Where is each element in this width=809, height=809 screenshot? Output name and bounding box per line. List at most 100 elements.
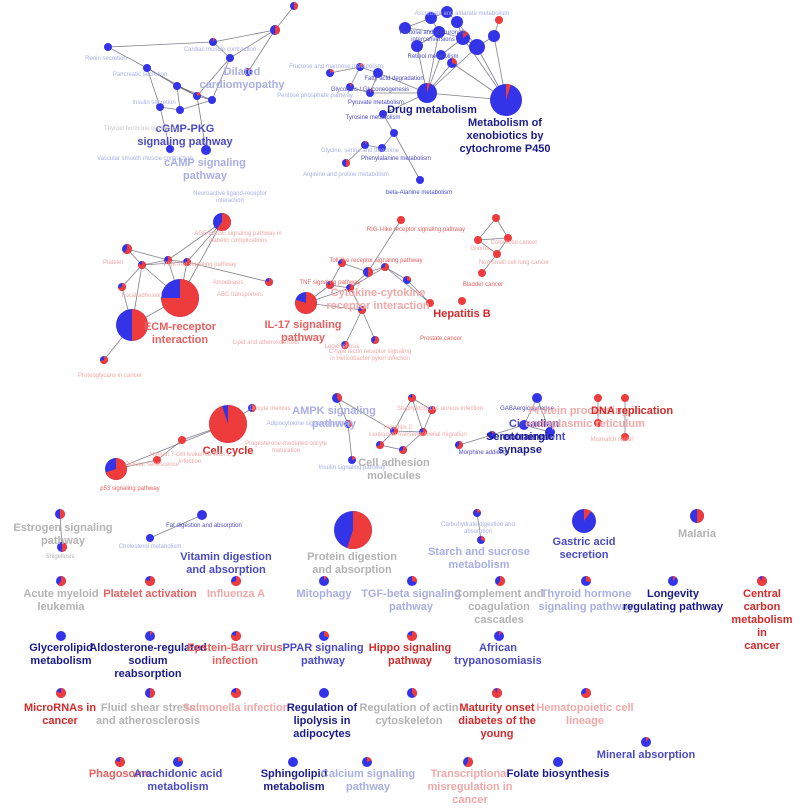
pathway-node-adh_e[interactable] xyxy=(376,441,385,449)
pathway-node-vasc_node[interactable] xyxy=(166,145,174,153)
pathway-node-adh_a[interactable] xyxy=(390,427,399,435)
pathway-node-pentose[interactable] xyxy=(326,69,334,77)
pathway-node-dil_right[interactable] xyxy=(244,68,252,76)
pathway-node-cyto_n3[interactable] xyxy=(363,267,373,277)
pathway-node-sero_n[interactable] xyxy=(488,431,496,439)
pathway-node-l2[interactable] xyxy=(145,576,155,587)
pathway-node-hep_b[interactable] xyxy=(426,299,434,307)
pathway-node-beta_ala[interactable] xyxy=(416,176,424,184)
pathway-node-l9[interactable] xyxy=(757,576,767,586)
pathway-node-vd_a[interactable] xyxy=(197,510,207,520)
pathway-node-cc_n2[interactable] xyxy=(153,456,161,464)
pathway-node-adh_b[interactable] xyxy=(408,394,417,402)
pathway-node-n3[interactable] xyxy=(230,688,241,699)
pathway-node-can_d[interactable] xyxy=(493,250,501,258)
pathway-node-adh_f[interactable] xyxy=(428,405,437,414)
pathway-node-cyto_n5[interactable] xyxy=(403,276,411,284)
pathway-node-cyto_n1[interactable] xyxy=(326,281,335,289)
pathway-node-pep_n[interactable] xyxy=(545,427,555,437)
pathway-node-o1[interactable] xyxy=(114,757,125,768)
pathway-node-camp_node[interactable] xyxy=(201,145,211,155)
pathway-node-cgmp_e[interactable] xyxy=(156,103,164,111)
pathway-node-l7[interactable] xyxy=(581,576,591,586)
pathway-node-phenyl_a[interactable] xyxy=(390,129,398,137)
pathway-node-cgmp_a[interactable] xyxy=(173,82,181,90)
pathway-node-drug_c1[interactable] xyxy=(425,12,437,24)
pathway-node-dna_c[interactable] xyxy=(594,419,602,427)
pathway-node-es_2[interactable] xyxy=(57,542,67,552)
pathway-node-n1[interactable] xyxy=(55,688,66,698)
pathway-node-l5[interactable] xyxy=(407,576,418,586)
pathway-node-pyruvate[interactable] xyxy=(366,89,374,97)
pathway-node-drug_c4[interactable] xyxy=(456,31,470,45)
pathway-node-cyto_n9[interactable] xyxy=(371,336,380,344)
pathway-node-malaria[interactable] xyxy=(690,509,704,523)
pathway-node-cyto_n4[interactable] xyxy=(381,263,390,271)
pathway-node-retinol[interactable] xyxy=(447,58,458,68)
pathway-node-m3[interactable] xyxy=(230,631,241,641)
pathway-node-l1[interactable] xyxy=(56,576,66,587)
pathway-node-l3[interactable] xyxy=(231,576,241,586)
pathway-node-cardiac_node[interactable] xyxy=(209,38,217,46)
pathway-node-vd_b[interactable] xyxy=(146,534,154,542)
pathway-node-panc_node[interactable] xyxy=(143,64,151,72)
pathway-node-adh_d[interactable] xyxy=(399,446,408,454)
pathway-node-m6[interactable] xyxy=(494,631,504,641)
pathway-node-can_a[interactable] xyxy=(474,236,482,244)
pathway-node-m2[interactable] xyxy=(145,631,155,641)
pathway-node-l6[interactable] xyxy=(495,576,505,586)
pathway-node-protein[interactable] xyxy=(334,511,373,550)
pathway-node-cyto_n7[interactable] xyxy=(338,259,347,267)
pathway-node-gastric[interactable] xyxy=(572,509,596,533)
pathway-node-ecm_big[interactable] xyxy=(161,279,199,317)
pathway-node-o3[interactable] xyxy=(288,757,298,767)
pathway-node-o4[interactable] xyxy=(362,757,372,767)
pathway-node-glyco[interactable] xyxy=(346,83,354,91)
pathway-node-n2[interactable] xyxy=(145,688,155,698)
pathway-node-can_c[interactable] xyxy=(504,234,512,242)
pathway-node-ecm_n2[interactable] xyxy=(138,261,146,269)
pathway-node-ecm_top[interactable] xyxy=(213,213,231,231)
pathway-node-n8[interactable] xyxy=(641,737,651,747)
pathway-node-cyto_n10[interactable] xyxy=(341,341,350,349)
pathway-node-il17[interactable] xyxy=(295,292,318,315)
pathway-node-ecm_n4[interactable] xyxy=(183,258,191,266)
pathway-node-n7[interactable] xyxy=(581,688,591,698)
pathway-node-drug_main[interactable] xyxy=(417,83,437,103)
pathway-node-cell_cycle[interactable] xyxy=(208,405,247,444)
pathway-node-drug_c2[interactable] xyxy=(451,16,463,28)
pathway-node-insulin_n[interactable] xyxy=(348,456,356,464)
pathway-node-starch_b[interactable] xyxy=(477,536,485,544)
pathway-node-n6[interactable] xyxy=(491,688,502,698)
pathway-node-phenyl_b[interactable] xyxy=(378,144,386,152)
pathway-node-dna_b[interactable] xyxy=(621,394,629,402)
pathway-node-pink_top[interactable] xyxy=(495,16,503,24)
pathway-node-bladder[interactable] xyxy=(478,269,486,277)
pathway-node-top_small[interactable] xyxy=(290,2,298,10)
pathway-node-o6[interactable] xyxy=(553,757,563,767)
pathway-node-adh_c[interactable] xyxy=(419,428,428,437)
pathway-node-cgmp_d[interactable] xyxy=(176,106,184,114)
pathway-node-o5[interactable] xyxy=(463,757,473,768)
pathway-node-drug_c6[interactable] xyxy=(399,22,411,34)
pathway-node-drug_c8[interactable] xyxy=(436,50,446,60)
pathway-node-l8[interactable] xyxy=(668,576,678,586)
pathway-node-dil_mid[interactable] xyxy=(226,54,234,62)
pathway-node-ecm_n3[interactable] xyxy=(164,256,173,264)
pathway-node-sero_2[interactable] xyxy=(455,441,464,449)
pathway-node-renin_node[interactable] xyxy=(104,43,112,51)
pathway-node-can_b[interactable] xyxy=(492,214,500,222)
pathway-node-p53[interactable] xyxy=(105,458,127,480)
pathway-node-drug_c7[interactable] xyxy=(411,40,423,52)
pathway-node-cyto_n2[interactable] xyxy=(346,284,355,292)
pathway-node-ecm_left[interactable] xyxy=(116,309,148,341)
pathway-node-ecm_n7[interactable] xyxy=(265,278,274,286)
pathway-node-starch_a[interactable] xyxy=(473,509,481,517)
pathway-node-cgmp_b[interactable] xyxy=(193,92,201,100)
pathway-node-cgmp_c[interactable] xyxy=(208,96,216,104)
pathway-node-glycine[interactable] xyxy=(361,141,369,149)
pathway-node-cyto_n11[interactable] xyxy=(458,297,466,305)
pathway-node-gaba_n[interactable] xyxy=(532,393,542,403)
pathway-node-cc_n1[interactable] xyxy=(178,436,186,444)
pathway-node-circ_n[interactable] xyxy=(519,420,529,430)
